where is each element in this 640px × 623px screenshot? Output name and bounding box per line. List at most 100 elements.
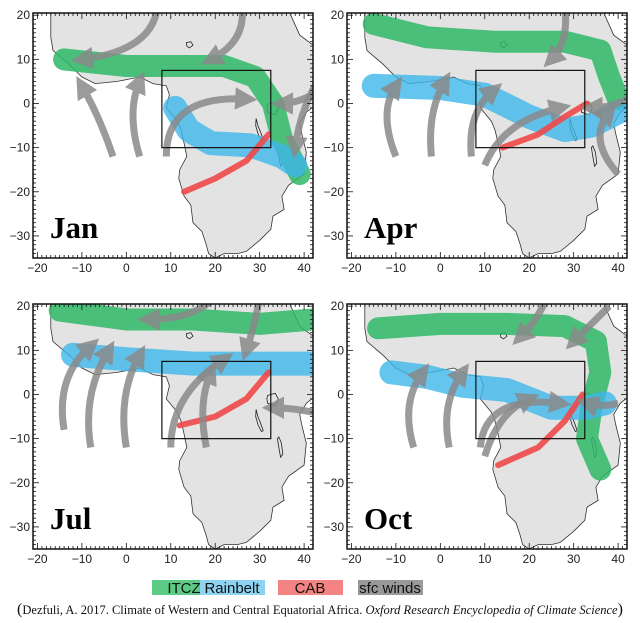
wind-arrow xyxy=(467,83,503,157)
y-tick-label: 10 xyxy=(331,52,345,66)
cab-line xyxy=(176,369,272,429)
x-tick-label: 40 xyxy=(297,261,311,275)
wind-arrow xyxy=(76,76,117,158)
citation: (Dezfuli, A. 2017. Climate of Western an… xyxy=(17,601,623,618)
y-tick-label: 10 xyxy=(17,343,31,357)
y-tick-label: −10 xyxy=(10,432,31,446)
x-tick-label: 40 xyxy=(611,552,625,566)
itcz-band xyxy=(48,304,313,335)
wind-arrow xyxy=(443,363,470,449)
x-tick-label: 20 xyxy=(209,552,223,566)
y-tick-label: −20 xyxy=(324,185,345,199)
x-tick-label: −10 xyxy=(386,552,407,566)
study-region-box xyxy=(475,69,586,149)
y-tick-label: −30 xyxy=(10,229,31,243)
wind-arrow xyxy=(565,304,612,350)
month-label: Oct xyxy=(364,501,413,536)
x-tick-label: −20 xyxy=(27,552,48,566)
x-tick-label: −20 xyxy=(341,552,362,566)
month-label: Jul xyxy=(50,501,92,536)
lake-tanganyika xyxy=(255,409,264,433)
wind-arrow xyxy=(70,13,160,70)
wind-arrow xyxy=(196,362,217,449)
x-tick-label: 0 xyxy=(437,552,444,566)
map-frame xyxy=(346,303,628,550)
itcz-band xyxy=(53,48,311,186)
wind-arrow xyxy=(239,304,263,361)
legend-label-itcz: ITCZ xyxy=(167,580,200,597)
x-tick-label: 30 xyxy=(567,261,581,275)
y-tick-label: 10 xyxy=(17,52,31,66)
wind-arrow xyxy=(543,13,570,68)
y-tick-label: −30 xyxy=(324,520,345,534)
cab-line xyxy=(495,391,586,469)
y-tick-label: 10 xyxy=(331,343,345,357)
legend-label-rainbelt: Rainbelt xyxy=(204,580,260,597)
wind-arrow xyxy=(405,363,430,449)
wind-arrow xyxy=(593,103,621,177)
x-tick-label: −20 xyxy=(27,261,48,275)
caption-text: Dezfuli, A. 2017. Climate of Western and… xyxy=(22,603,365,617)
y-tick-label: 20 xyxy=(331,8,345,22)
study-region-box xyxy=(475,360,586,440)
lake-malawi xyxy=(276,436,284,459)
x-tick-label: −10 xyxy=(386,261,407,275)
y-tick-label: −30 xyxy=(10,520,31,534)
x-tick-label: −10 xyxy=(72,552,93,566)
wind-arrow xyxy=(380,76,403,158)
x-tick-label: 0 xyxy=(437,261,444,275)
wind-arrow xyxy=(200,13,246,65)
x-tick-label: −10 xyxy=(72,261,93,275)
y-tick-label: −20 xyxy=(10,185,31,199)
legend-swatch-winds xyxy=(358,580,423,595)
month-label: Jan xyxy=(50,210,98,245)
y-tick-label: −10 xyxy=(324,432,345,446)
x-tick-label: 10 xyxy=(478,552,492,566)
wind-arrow xyxy=(427,71,451,157)
wind-arrow xyxy=(85,340,115,449)
map-frame xyxy=(346,12,628,259)
wind-arrow xyxy=(576,396,619,418)
y-tick-label: 0 xyxy=(23,387,30,401)
cab-line xyxy=(499,100,590,151)
rainbelt-band xyxy=(163,95,308,178)
x-tick-label: 0 xyxy=(123,552,130,566)
y-tick-label: 20 xyxy=(17,8,31,22)
map-panel-jan: −20 −10 0 10 20 30 40 20 10 0 −10 −20 −30 Jan xyxy=(10,8,314,275)
lake-chad xyxy=(185,332,194,340)
wind-arrow xyxy=(476,390,572,448)
wind-arrow xyxy=(512,304,548,346)
x-tick-label: 20 xyxy=(209,261,223,275)
lake-malawi xyxy=(590,145,598,168)
y-tick-label: −10 xyxy=(324,141,345,155)
itcz-band xyxy=(367,312,612,481)
caption-paren-close: ) xyxy=(618,601,623,618)
wind-arrow xyxy=(137,304,214,331)
x-tick-label: −20 xyxy=(341,261,362,275)
legend: ITCZ Rainbelt CAB sfc winds xyxy=(152,580,423,597)
x-tick-label: 40 xyxy=(611,261,625,275)
x-tick-label: 40 xyxy=(297,552,311,566)
x-tick-label: 20 xyxy=(523,261,537,275)
study-region-box xyxy=(161,69,272,149)
legend-swatch-rainbelt xyxy=(200,580,265,595)
wind-arrow xyxy=(120,344,146,449)
map-frame xyxy=(32,303,314,550)
study-region-box xyxy=(161,360,272,440)
map-frame xyxy=(32,12,314,259)
x-tick-label: 10 xyxy=(164,261,178,275)
wind-arrow xyxy=(481,99,572,167)
legend-label-cab: CAB xyxy=(295,580,326,597)
y-tick-label: 0 xyxy=(337,96,344,110)
wind-arrow xyxy=(285,82,313,159)
map-panel-jul: −20 −10 0 10 20 30 40 20 10 0 −10 −20 −30 Jul xyxy=(10,299,314,566)
x-tick-label: 0 xyxy=(123,261,130,275)
wind-arrow xyxy=(261,396,313,419)
x-tick-label: 30 xyxy=(253,261,267,275)
y-tick-label: −10 xyxy=(10,141,31,155)
caption-paren-open: ( xyxy=(17,601,22,618)
y-tick-label: −20 xyxy=(324,476,345,490)
x-tick-label: 30 xyxy=(567,552,581,566)
y-tick-label: 0 xyxy=(337,387,344,401)
